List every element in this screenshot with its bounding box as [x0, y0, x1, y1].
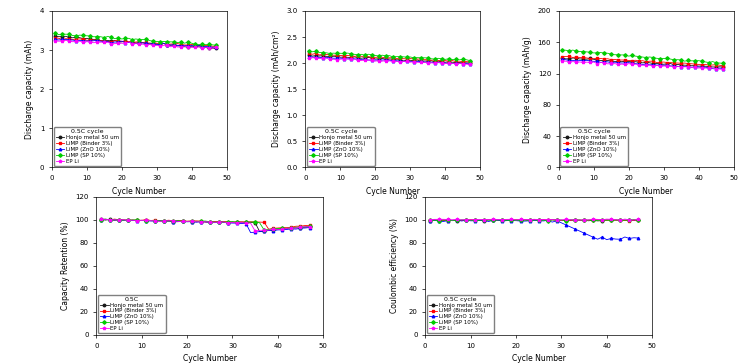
X-axis label: Cycle Number: Cycle Number — [183, 354, 236, 363]
X-axis label: Cycle Number: Cycle Number — [113, 187, 166, 195]
Legend: Honjo metal 50 um, LiMP (Binder 3%), LiMP (ZnO 10%), LiMP (SP 10%), EP Li: Honjo metal 50 um, LiMP (Binder 3%), LiM… — [307, 127, 374, 166]
Y-axis label: Discharge capacity (mAh/g): Discharge capacity (mAh/g) — [523, 36, 532, 143]
Legend: Honjo metal 50 um, LiMP (Binder 3%), LiMP (ZnO 10%), LiMP (SP 10%), EP Li: Honjo metal 50 um, LiMP (Binder 3%), LiM… — [427, 294, 494, 333]
X-axis label: Cycle Number: Cycle Number — [619, 187, 673, 195]
Y-axis label: Discharge capacity (mAh): Discharge capacity (mAh) — [25, 40, 34, 139]
Y-axis label: Coulombic efficiency (%): Coulombic efficiency (%) — [390, 218, 399, 313]
X-axis label: Cycle Number: Cycle Number — [512, 354, 565, 363]
Y-axis label: Discharge capacity (mAh/cm²): Discharge capacity (mAh/cm²) — [272, 31, 281, 147]
X-axis label: Cycle Number: Cycle Number — [366, 187, 419, 195]
Legend: Honjo metal 50 um, LiMP (Binder 3%), LiMP (ZnO 10%), LiMP (SP 10%), EP Li: Honjo metal 50 um, LiMP (Binder 3%), LiM… — [98, 294, 165, 333]
Legend: Honjo metal 50 um, LiMP (Binder 3%), LiMP (ZnO 10%), LiMP (SP 10%), EP Li: Honjo metal 50 um, LiMP (Binder 3%), LiM… — [560, 127, 628, 166]
Y-axis label: Capacity Retention (%): Capacity Retention (%) — [61, 221, 70, 310]
Legend: Honjo metal 50 um, LiMP (Binder 3%), LiMP (ZnO 10%), LiMP (SP 10%), EP Li: Honjo metal 50 um, LiMP (Binder 3%), LiM… — [53, 127, 121, 166]
